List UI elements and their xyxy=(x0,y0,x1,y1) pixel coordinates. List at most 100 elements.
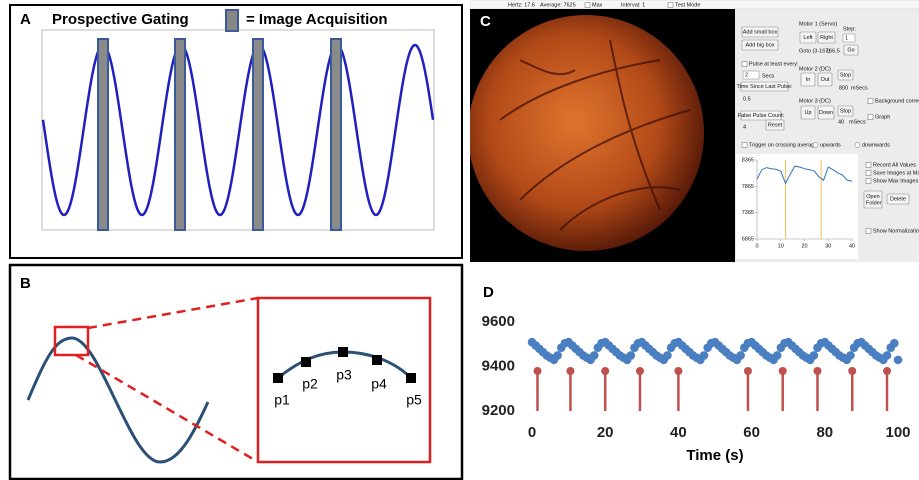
button-label: Go xyxy=(847,47,854,53)
y-tick-label: 7365 xyxy=(742,210,754,216)
button-label: Left xyxy=(803,35,813,41)
sample-point xyxy=(372,355,382,365)
y-tick-label: 6865 xyxy=(742,236,754,242)
point-label: p1 xyxy=(274,392,290,408)
checkbox-label: Show Normalization Bo xyxy=(873,228,919,234)
data-point xyxy=(590,351,599,360)
checkbox-label: Max xyxy=(592,2,603,8)
checkbox xyxy=(742,62,747,67)
label: Interval: 1 xyxy=(621,2,645,8)
label: mSecs xyxy=(849,119,866,125)
stem-head xyxy=(883,367,891,375)
y-tick-label: 9200 xyxy=(482,402,515,419)
radio xyxy=(855,143,860,148)
button-label: Stop xyxy=(840,72,851,78)
x-tick-label: 30 xyxy=(825,243,831,249)
gating-bar xyxy=(98,39,108,230)
software-screenshot: Hertz: 17.6Average: 7625MaxInterval: 1Te… xyxy=(468,0,919,262)
y-tick-label: 7865 xyxy=(742,184,754,190)
legend-text: = Image Acquisition xyxy=(246,11,388,28)
checkbox-label: Trigger on crossing average xyxy=(749,142,817,148)
data-point xyxy=(773,351,782,360)
checkbox xyxy=(866,163,871,168)
point-label: p3 xyxy=(336,367,352,383)
checkbox xyxy=(585,3,590,8)
y-tick-label: 8365 xyxy=(742,157,754,163)
panel-a-title: Prospective Gating xyxy=(52,11,189,28)
checkbox-label: downwards xyxy=(862,142,890,148)
radio xyxy=(813,143,818,148)
legend-swatch xyxy=(226,10,238,31)
stem-head xyxy=(674,367,682,375)
button-label: Stop xyxy=(840,108,851,114)
stem-head xyxy=(744,367,752,375)
button-label: Time Since Last Pulse: xyxy=(736,84,793,90)
sample-point xyxy=(338,347,348,357)
stem-head xyxy=(779,367,787,375)
graph-area xyxy=(736,154,858,259)
retina-image xyxy=(468,15,704,251)
button-label: Delete xyxy=(890,196,906,202)
checkbox xyxy=(866,179,871,184)
label: mSecs xyxy=(851,85,868,91)
x-tick-label: 40 xyxy=(849,243,855,249)
label: Step: xyxy=(843,26,856,32)
checkbox xyxy=(868,115,873,120)
panel-label: D xyxy=(483,284,494,301)
panel-label: A xyxy=(20,11,31,28)
checkbox-label: Show Max Images xyxy=(873,178,918,184)
button-label: Right xyxy=(820,35,833,41)
data-point xyxy=(627,351,636,360)
x-tick-label: 0 xyxy=(528,424,536,441)
checkbox-label: Test Mode xyxy=(675,2,700,8)
x-tick-label: 10 xyxy=(778,243,784,249)
checkbox-label: Background correctio xyxy=(875,98,919,104)
gating-bar xyxy=(253,39,263,230)
data-point xyxy=(894,356,903,365)
label: Motor 2 (DC) xyxy=(799,66,831,72)
label: 800 xyxy=(839,85,848,91)
point-label: p2 xyxy=(302,376,318,392)
stem-head xyxy=(533,367,541,375)
sample-point xyxy=(273,373,283,383)
input-value: 2 xyxy=(745,72,748,78)
data-point xyxy=(883,351,892,360)
checkbox-label: upwards xyxy=(820,142,841,148)
x-tick-label: 80 xyxy=(816,424,833,441)
x-axis-title: Time (s) xyxy=(686,447,743,464)
x-tick-label: 20 xyxy=(597,424,614,441)
button-label: Up xyxy=(804,110,811,116)
checkbox xyxy=(742,143,747,148)
sample-point xyxy=(406,373,416,383)
label: Folder xyxy=(866,200,882,206)
label: Hertz: 17.6 xyxy=(508,2,535,8)
checkbox xyxy=(868,99,873,104)
point-label: p5 xyxy=(406,392,422,408)
sample-point xyxy=(301,357,311,367)
label: 166.5 xyxy=(826,48,840,54)
data-point xyxy=(890,339,899,348)
label: Motor 1 (Servo) xyxy=(799,21,837,27)
button-label: Add big box xyxy=(745,42,774,48)
data-point xyxy=(736,351,745,360)
label: Motor 3 (DC) xyxy=(799,98,831,104)
data-point xyxy=(846,351,855,360)
label: 4 xyxy=(743,124,746,130)
data-point xyxy=(700,351,709,360)
label: 0.5 xyxy=(743,96,751,102)
button-label: Down xyxy=(819,110,833,116)
point-label: p4 xyxy=(371,376,387,392)
data-point xyxy=(553,351,562,360)
stem-head xyxy=(636,367,644,375)
data-point xyxy=(663,351,672,360)
button-label: Out xyxy=(821,77,830,83)
checkbox xyxy=(866,229,871,234)
checkbox-label: Graph xyxy=(875,114,890,120)
label: Secs xyxy=(762,73,774,79)
stem-head xyxy=(601,367,609,375)
stem-head xyxy=(813,367,821,375)
button-label: In xyxy=(806,77,811,83)
button-label: Open xyxy=(866,194,879,200)
x-tick-label: 40 xyxy=(670,424,687,441)
